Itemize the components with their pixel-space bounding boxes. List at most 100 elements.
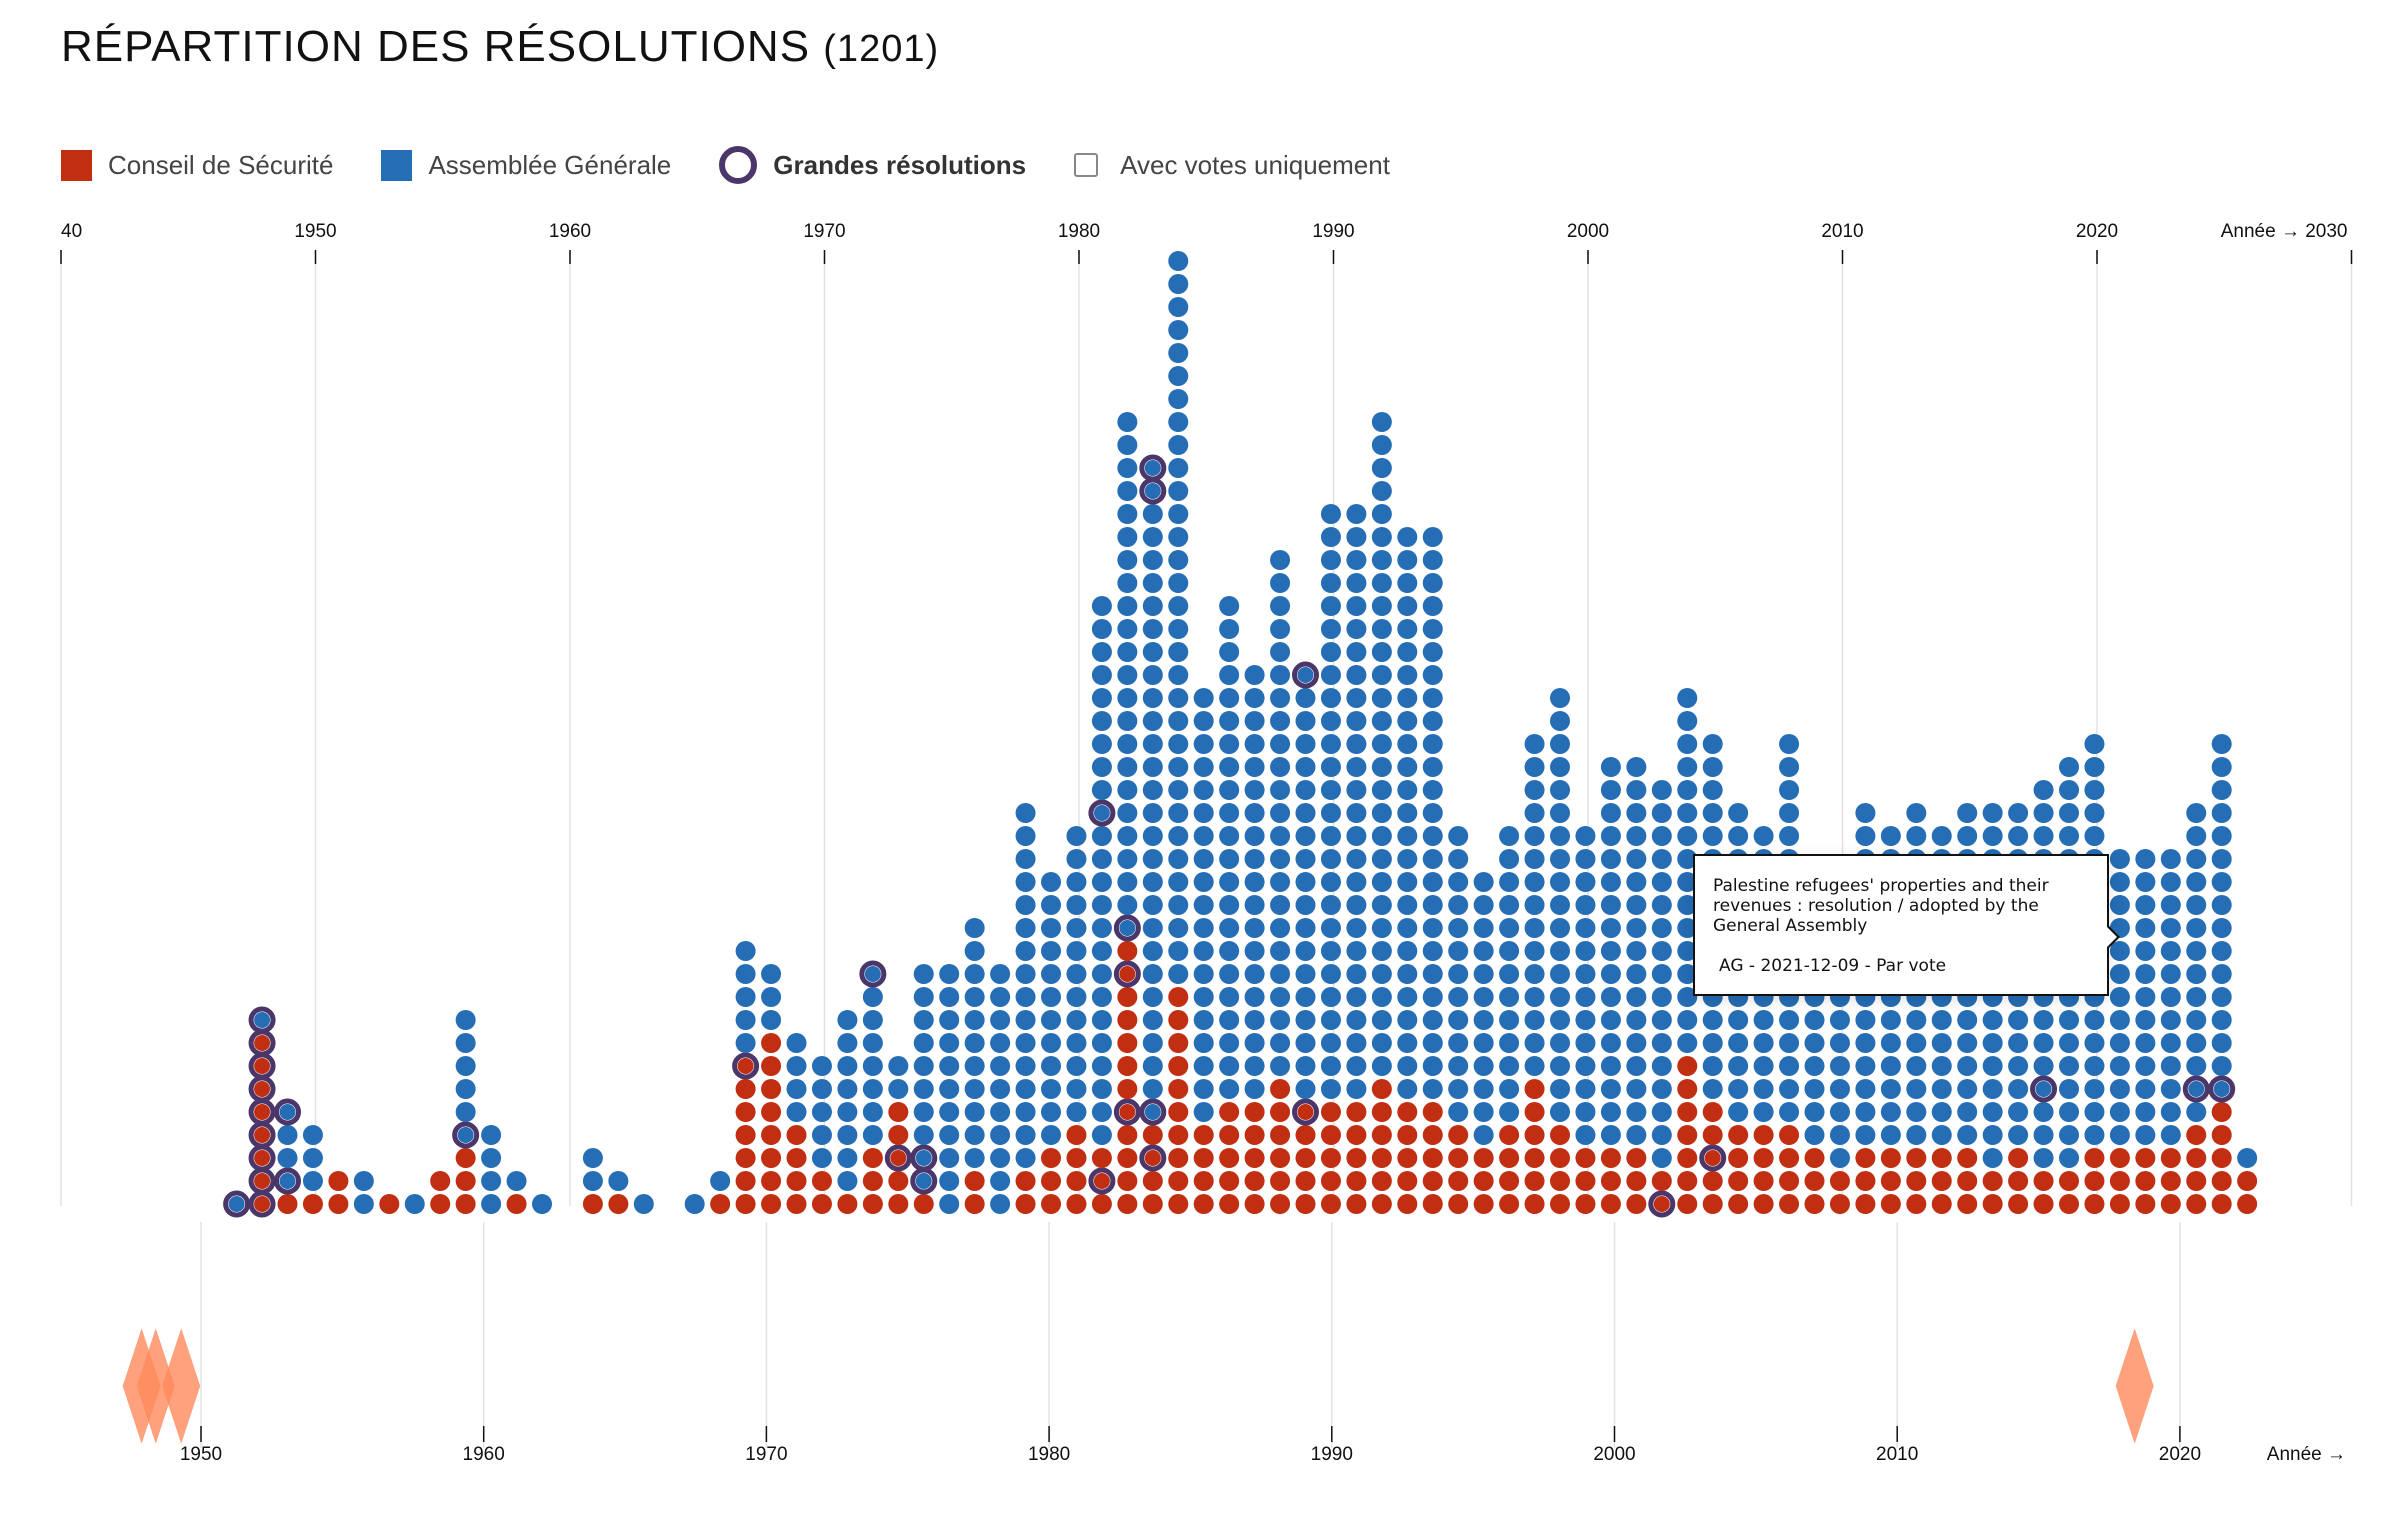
general-assembly-dot[interactable]: [964, 918, 985, 938]
general-assembly-dot[interactable]: [1626, 918, 1647, 938]
general-assembly-dot[interactable]: [1091, 1010, 1112, 1030]
security-council-dot[interactable]: [1779, 1194, 1800, 1214]
general-assembly-dot[interactable]: [1320, 849, 1341, 869]
general-assembly-dot[interactable]: [1320, 550, 1341, 570]
general-assembly-dot[interactable]: [1091, 872, 1112, 892]
general-assembly-dot[interactable]: [1117, 458, 1138, 478]
security-council-dot[interactable]: [1653, 1196, 1670, 1212]
general-assembly-dot[interactable]: [1066, 1102, 1087, 1122]
general-assembly-dot[interactable]: [1728, 1079, 1749, 1099]
general-assembly-dot[interactable]: [862, 1125, 883, 1145]
general-assembly-dot[interactable]: [1473, 918, 1494, 938]
general-assembly-dot[interactable]: [1397, 550, 1418, 570]
general-assembly-dot[interactable]: [1320, 619, 1341, 639]
general-assembly-dot[interactable]: [1880, 1125, 1901, 1145]
general-assembly-dot[interactable]: [2186, 895, 2207, 915]
general-assembly-dot[interactable]: [1219, 987, 1240, 1007]
security-council-dot[interactable]: [888, 1194, 909, 1214]
security-council-dot[interactable]: [1524, 1079, 1545, 1099]
security-council-dot[interactable]: [1117, 1194, 1138, 1214]
security-council-dot[interactable]: [1346, 1171, 1367, 1191]
general-assembly-dot[interactable]: [1295, 964, 1316, 984]
security-council-dot[interactable]: [2135, 1171, 2156, 1191]
general-assembly-dot[interactable]: [2211, 849, 2232, 869]
general-assembly-dot[interactable]: [1142, 780, 1163, 800]
general-assembly-dot[interactable]: [455, 1102, 476, 1122]
general-assembly-dot[interactable]: [1219, 780, 1240, 800]
general-assembly-dot[interactable]: [1091, 1079, 1112, 1099]
general-assembly-dot[interactable]: [1600, 987, 1621, 1007]
general-assembly-dot[interactable]: [1982, 1125, 2003, 1145]
general-assembly-dot[interactable]: [684, 1194, 705, 1214]
general-assembly-dot[interactable]: [1524, 734, 1545, 754]
general-assembly-dot[interactable]: [1142, 1033, 1163, 1053]
security-council-dot[interactable]: [1499, 1171, 1520, 1191]
general-assembly-dot[interactable]: [1931, 1079, 1952, 1099]
general-assembly-dot[interactable]: [2008, 803, 2029, 823]
general-assembly-dot[interactable]: [1270, 1056, 1291, 1076]
security-council-dot[interactable]: [2084, 1194, 2105, 1214]
general-assembly-dot[interactable]: [1397, 1056, 1418, 1076]
general-assembly-dot[interactable]: [481, 1171, 502, 1191]
general-assembly-dot[interactable]: [1422, 780, 1443, 800]
security-council-dot[interactable]: [1982, 1194, 2003, 1214]
general-assembly-dot[interactable]: [913, 964, 934, 984]
general-assembly-dot[interactable]: [1015, 872, 1036, 892]
general-assembly-dot[interactable]: [2135, 964, 2156, 984]
general-assembly-dot[interactable]: [990, 1125, 1011, 1145]
general-assembly-dot[interactable]: [1041, 1056, 1062, 1076]
general-assembly-dot[interactable]: [990, 1194, 1011, 1214]
general-assembly-dot[interactable]: [2059, 1010, 2080, 1030]
general-assembly-dot[interactable]: [1295, 1033, 1316, 1053]
security-council-dot[interactable]: [2186, 1194, 2207, 1214]
general-assembly-dot[interactable]: [1499, 872, 1520, 892]
general-assembly-dot[interactable]: [2059, 1079, 2080, 1099]
general-assembly-dot[interactable]: [2033, 1033, 2054, 1053]
general-assembly-dot[interactable]: [2186, 964, 2207, 984]
general-assembly-dot[interactable]: [1168, 550, 1189, 570]
general-assembly-dot[interactable]: [1168, 481, 1189, 501]
security-council-dot[interactable]: [1117, 1079, 1138, 1099]
general-assembly-dot[interactable]: [1397, 1033, 1418, 1053]
general-assembly-dot[interactable]: [1600, 1056, 1621, 1076]
general-assembly-dot[interactable]: [2211, 941, 2232, 961]
security-council-dot[interactable]: [735, 1125, 756, 1145]
general-assembly-dot[interactable]: [1244, 895, 1265, 915]
general-assembly-dot[interactable]: [506, 1171, 527, 1191]
general-assembly-dot[interactable]: [1066, 1056, 1087, 1076]
security-council-dot[interactable]: [1371, 1125, 1392, 1145]
general-assembly-dot[interactable]: [1550, 1033, 1571, 1053]
security-council-dot[interactable]: [1422, 1194, 1443, 1214]
general-assembly-dot[interactable]: [761, 964, 782, 984]
general-assembly-dot[interactable]: [1219, 1079, 1240, 1099]
security-council-dot[interactable]: [2211, 1194, 2232, 1214]
general-assembly-dot[interactable]: [1397, 895, 1418, 915]
general-assembly-dot[interactable]: [1473, 1079, 1494, 1099]
general-assembly-dot[interactable]: [1422, 987, 1443, 1007]
general-assembly-dot[interactable]: [1219, 596, 1240, 616]
general-assembly-dot[interactable]: [1499, 849, 1520, 869]
general-assembly-dot[interactable]: [1346, 550, 1367, 570]
security-council-dot[interactable]: [430, 1171, 451, 1191]
general-assembly-dot[interactable]: [1244, 826, 1265, 846]
security-council-dot[interactable]: [761, 1148, 782, 1168]
general-assembly-dot[interactable]: [1142, 527, 1163, 547]
general-assembly-dot[interactable]: [1651, 1056, 1672, 1076]
general-assembly-dot[interactable]: [1524, 849, 1545, 869]
general-assembly-dot[interactable]: [1168, 734, 1189, 754]
general-assembly-dot[interactable]: [1906, 1033, 1927, 1053]
event-diamond[interactable]: [162, 1328, 201, 1444]
general-assembly-dot[interactable]: [2186, 987, 2207, 1007]
general-assembly-dot[interactable]: [1422, 895, 1443, 915]
general-assembly-dot[interactable]: [1677, 780, 1698, 800]
general-assembly-dot[interactable]: [1066, 987, 1087, 1007]
general-assembly-dot[interactable]: [1651, 1125, 1672, 1145]
general-assembly-dot[interactable]: [1550, 734, 1571, 754]
security-council-dot[interactable]: [1142, 1194, 1163, 1214]
general-assembly-dot[interactable]: [2186, 1056, 2207, 1076]
general-assembly-dot[interactable]: [1346, 826, 1367, 846]
security-council-dot[interactable]: [2160, 1148, 2181, 1168]
general-assembly-dot[interactable]: [2160, 1010, 2181, 1030]
security-council-dot[interactable]: [1931, 1171, 1952, 1191]
general-assembly-dot[interactable]: [1168, 826, 1189, 846]
